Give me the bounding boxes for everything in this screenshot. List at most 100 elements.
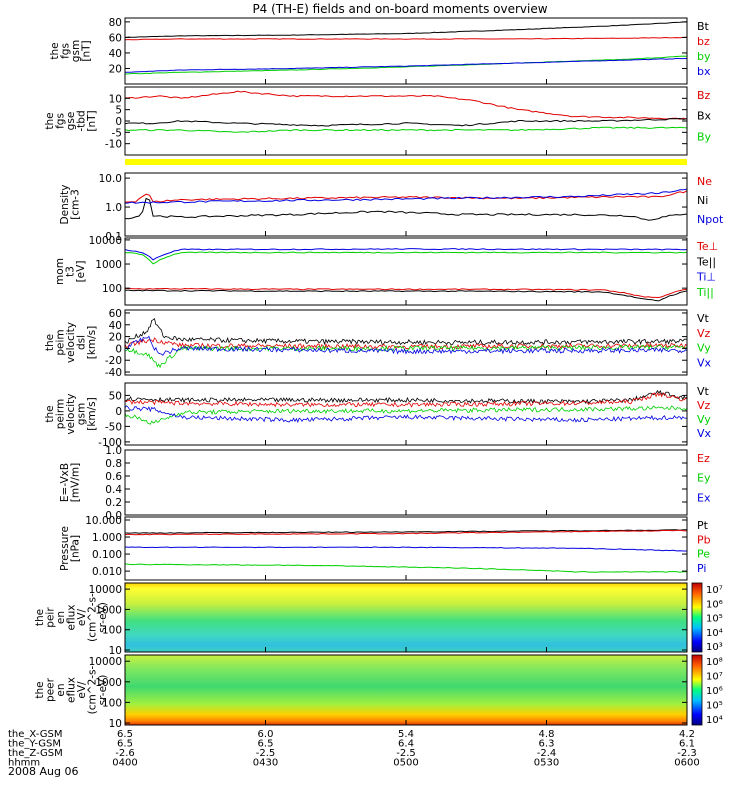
legend-Ey: Ey [697, 472, 711, 485]
y-axis-label: [km/s] [86, 326, 98, 360]
y-axis-label: velocity [65, 322, 77, 363]
y-tick-label: 10 [109, 718, 122, 730]
legend-bx: bx [697, 65, 711, 78]
y-axis-label: fgs [60, 43, 72, 59]
y-tick-label: -50 [105, 421, 122, 433]
legend-Pb: Pb [697, 533, 711, 546]
y-tick-label: 50 [109, 390, 122, 402]
colorbar-label: 10³ [706, 642, 723, 653]
y-tick-label: 1.0 [105, 202, 122, 214]
legend-By: By [697, 130, 712, 143]
y-axis-label: [eV] [75, 261, 87, 283]
series-Vz-line [124, 337, 688, 350]
y-axis-label: peir [45, 607, 57, 628]
y-axis-label: the [34, 609, 46, 626]
y-tick-label: 80 [109, 17, 122, 29]
y-axis-label: gsm [76, 403, 88, 425]
y-axis-label: Pressure [59, 526, 71, 571]
y-axis-label: fgs [55, 113, 67, 129]
x-tick-value: 6.1 [679, 739, 695, 750]
x-tick-value: 0600 [674, 758, 699, 769]
y-axis-label: [nPa] [70, 535, 82, 562]
y-tick-label: 20 [109, 63, 122, 75]
panel-e_vxb: Ez Ey Ex 0.00.20.40.60.81.0 E=-VxB[mV/m] [59, 445, 711, 522]
y-tick-label: 1000 [95, 259, 122, 271]
y-tick-label: 1.0 [105, 445, 122, 457]
y-tick-label: 0.100 [92, 549, 122, 561]
y-tick-label: 10.000 [85, 515, 122, 527]
colorbar-label: 10⁴ [706, 715, 723, 726]
series-Bz-line [124, 90, 688, 120]
y-tick-label: 0.010 [92, 566, 122, 578]
colorbar-label: 10⁵ [706, 614, 723, 625]
legend-Te: Te⊥ [696, 240, 718, 253]
y-axis-label: dsl [76, 335, 88, 350]
x-tick-value: 0530 [534, 758, 559, 769]
panels: Btbzbybx20406080thefgsgsm[nT]BzBxBy-10-5… [34, 17, 724, 730]
series-Ti-line [124, 248, 688, 261]
y-axis-label: eV/ [76, 681, 88, 699]
series-By-line [124, 126, 688, 133]
y-axis-label: [nT] [86, 110, 98, 131]
y-tick-label: 0 [115, 406, 122, 418]
colorbar-label: 10⁶ [706, 599, 723, 610]
x-tick-value: 0430 [253, 758, 278, 769]
y-tick-label: -100 [98, 437, 122, 449]
legend-Vz: Vz [697, 399, 711, 412]
colorbar-label: 10⁶ [706, 686, 723, 697]
legend-bz: bz [697, 35, 710, 48]
series-Vz-line [124, 392, 688, 408]
y-tick-label: 100 [102, 283, 122, 295]
y-axis-label: -tbd [76, 110, 88, 131]
x-tick-value: 6.5 [258, 739, 274, 750]
panel-peir_spec: 10³ 10⁴ 10⁵ 10⁶ 10⁷ 10 100 1000 10000 thepeirenef… [34, 582, 723, 657]
series-Pe-line [124, 563, 688, 573]
x-row-label: the_Y-GSM [8, 739, 61, 750]
series-Vy-line [124, 405, 688, 425]
x-tick-value: 6.5 [117, 739, 133, 750]
y-axis-label: sr-eV) [97, 675, 109, 706]
y-axis-label: t3 [65, 266, 77, 277]
y-axis-label: eflux [66, 605, 78, 631]
y-axis-label: the [44, 112, 56, 129]
y-tick-label: -10 [105, 139, 122, 151]
legend-Vy: Vy [697, 342, 711, 355]
legend-Bx: Bx [697, 110, 712, 123]
legend-Ez: Ez [697, 452, 710, 465]
series-Pi-line [124, 546, 687, 552]
x-tick-value: -2.3 [677, 748, 697, 759]
x-tick-value: 0500 [393, 758, 418, 769]
y-axis-label: en [55, 683, 67, 696]
panel-frame [124, 17, 688, 85]
legend-Vx: Vx [697, 427, 712, 440]
spectrogram-peir_spec [125, 583, 687, 652]
y-tick-label: 0.2 [105, 497, 122, 509]
y-axis-label: mom [54, 258, 66, 285]
legend-Vy: Vy [697, 413, 711, 426]
series-bz-line [124, 36, 688, 41]
y-tick-label: 0.0 [105, 510, 122, 522]
x-tick-value: 4.8 [539, 729, 555, 740]
panel-frame [124, 86, 688, 156]
y-tick-label: 20 [109, 332, 122, 344]
legend-Ex: Ex [697, 491, 711, 504]
y-axis-label: peer [45, 677, 57, 702]
y-tick-label: -20 [105, 355, 122, 367]
y-tick-label: 1000 [95, 677, 122, 689]
y-axis-label: sr-eV) [97, 602, 109, 633]
legend-by: by [697, 50, 711, 63]
colorbar-label: 10⁴ [706, 628, 723, 639]
x-row-label: the_Z-GSM [8, 748, 63, 759]
y-axis-label: (cm^2-s- [87, 593, 99, 642]
y-axis-label: [nT] [81, 40, 93, 61]
y-axis-label: [km/s] [86, 397, 98, 431]
series-Ne-line [125, 190, 688, 203]
y-axis-label: Density [59, 185, 71, 225]
legend-Bt: Bt [697, 20, 710, 33]
colorbar-peer_spec [691, 654, 703, 726]
legend-Npot: Npot [697, 213, 724, 226]
x-tick-value: -2.5 [396, 748, 416, 759]
series-Ti-line [124, 251, 688, 265]
y-axis-label: [mV/m] [70, 463, 82, 502]
